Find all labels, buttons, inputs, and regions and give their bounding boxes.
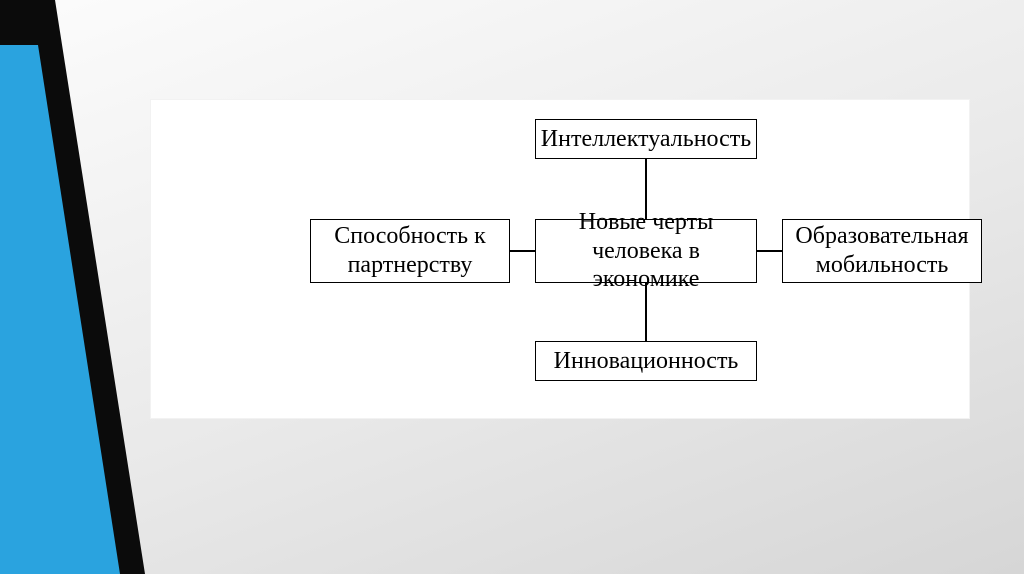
node-right: Образовательная мобильность — [782, 219, 982, 283]
node-left: Способность к партнерству — [310, 219, 510, 283]
decor-back-shape — [0, 0, 145, 574]
node-label-bottom: Инновационность — [554, 347, 739, 376]
node-label-center: Новые черты человека в экономике — [542, 208, 750, 294]
decor-front-shape — [0, 45, 120, 574]
node-label-top: Интеллектуальность — [541, 125, 751, 154]
diagram: Интеллектуальность Способность к партнерс… — [150, 99, 970, 419]
connector-left-center — [510, 250, 535, 252]
node-label-right: Образовательная мобильность — [789, 222, 975, 280]
diagram-panel: Интеллектуальность Способность к партнерс… — [150, 99, 970, 419]
slide: Интеллектуальность Способность к партнерс… — [0, 0, 1024, 574]
node-bottom: Инновационность — [535, 341, 757, 381]
node-label-left: Способность к партнерству — [317, 222, 503, 280]
node-top: Интеллектуальность — [535, 119, 757, 159]
connector-center-right — [757, 250, 782, 252]
node-center: Новые черты человека в экономике — [535, 219, 757, 283]
